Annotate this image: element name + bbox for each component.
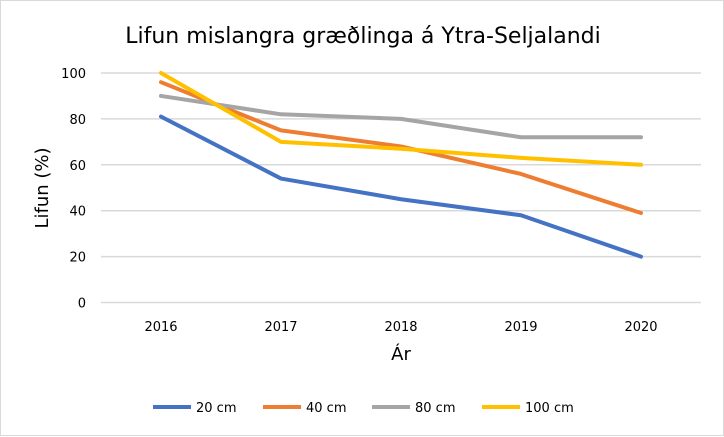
legend-label: 40 cm: [306, 401, 347, 416]
x-tick-label: 2016: [144, 320, 177, 335]
chart-title: Lifun mislangra græðlinga á Ytra-Seljala…: [125, 24, 601, 49]
x-tick-label: 2018: [384, 320, 417, 335]
legend-label: 20 cm: [196, 401, 237, 416]
x-tick-label: 2017: [264, 320, 297, 335]
series-line-20cm: [159, 114, 643, 259]
x-tick-label: 2019: [504, 320, 537, 335]
legend-item: 20 cm: [153, 401, 237, 416]
y-tick-label: 80: [69, 113, 86, 128]
series-line-80cm: [159, 93, 643, 140]
x-axis-label: Ár: [391, 343, 411, 365]
y-tick-label: 40: [69, 205, 86, 220]
y-tick-label: 60: [69, 159, 86, 174]
y-tick-label: 0: [78, 297, 86, 312]
legend-item: 100 cm: [482, 401, 574, 416]
legend-item: 80 cm: [372, 401, 456, 416]
y-axis-label: Lifun (%): [32, 147, 53, 228]
y-tick-label: 20: [69, 251, 86, 266]
x-tick-label: 2020: [624, 320, 657, 335]
y-tick-label: 100: [61, 67, 86, 82]
series-line-100cm: [159, 71, 643, 167]
legend-label: 80 cm: [415, 401, 456, 416]
legend-item: 40 cm: [263, 401, 347, 416]
series-line-40cm: [159, 80, 643, 215]
legend-label: 100 cm: [525, 401, 574, 416]
